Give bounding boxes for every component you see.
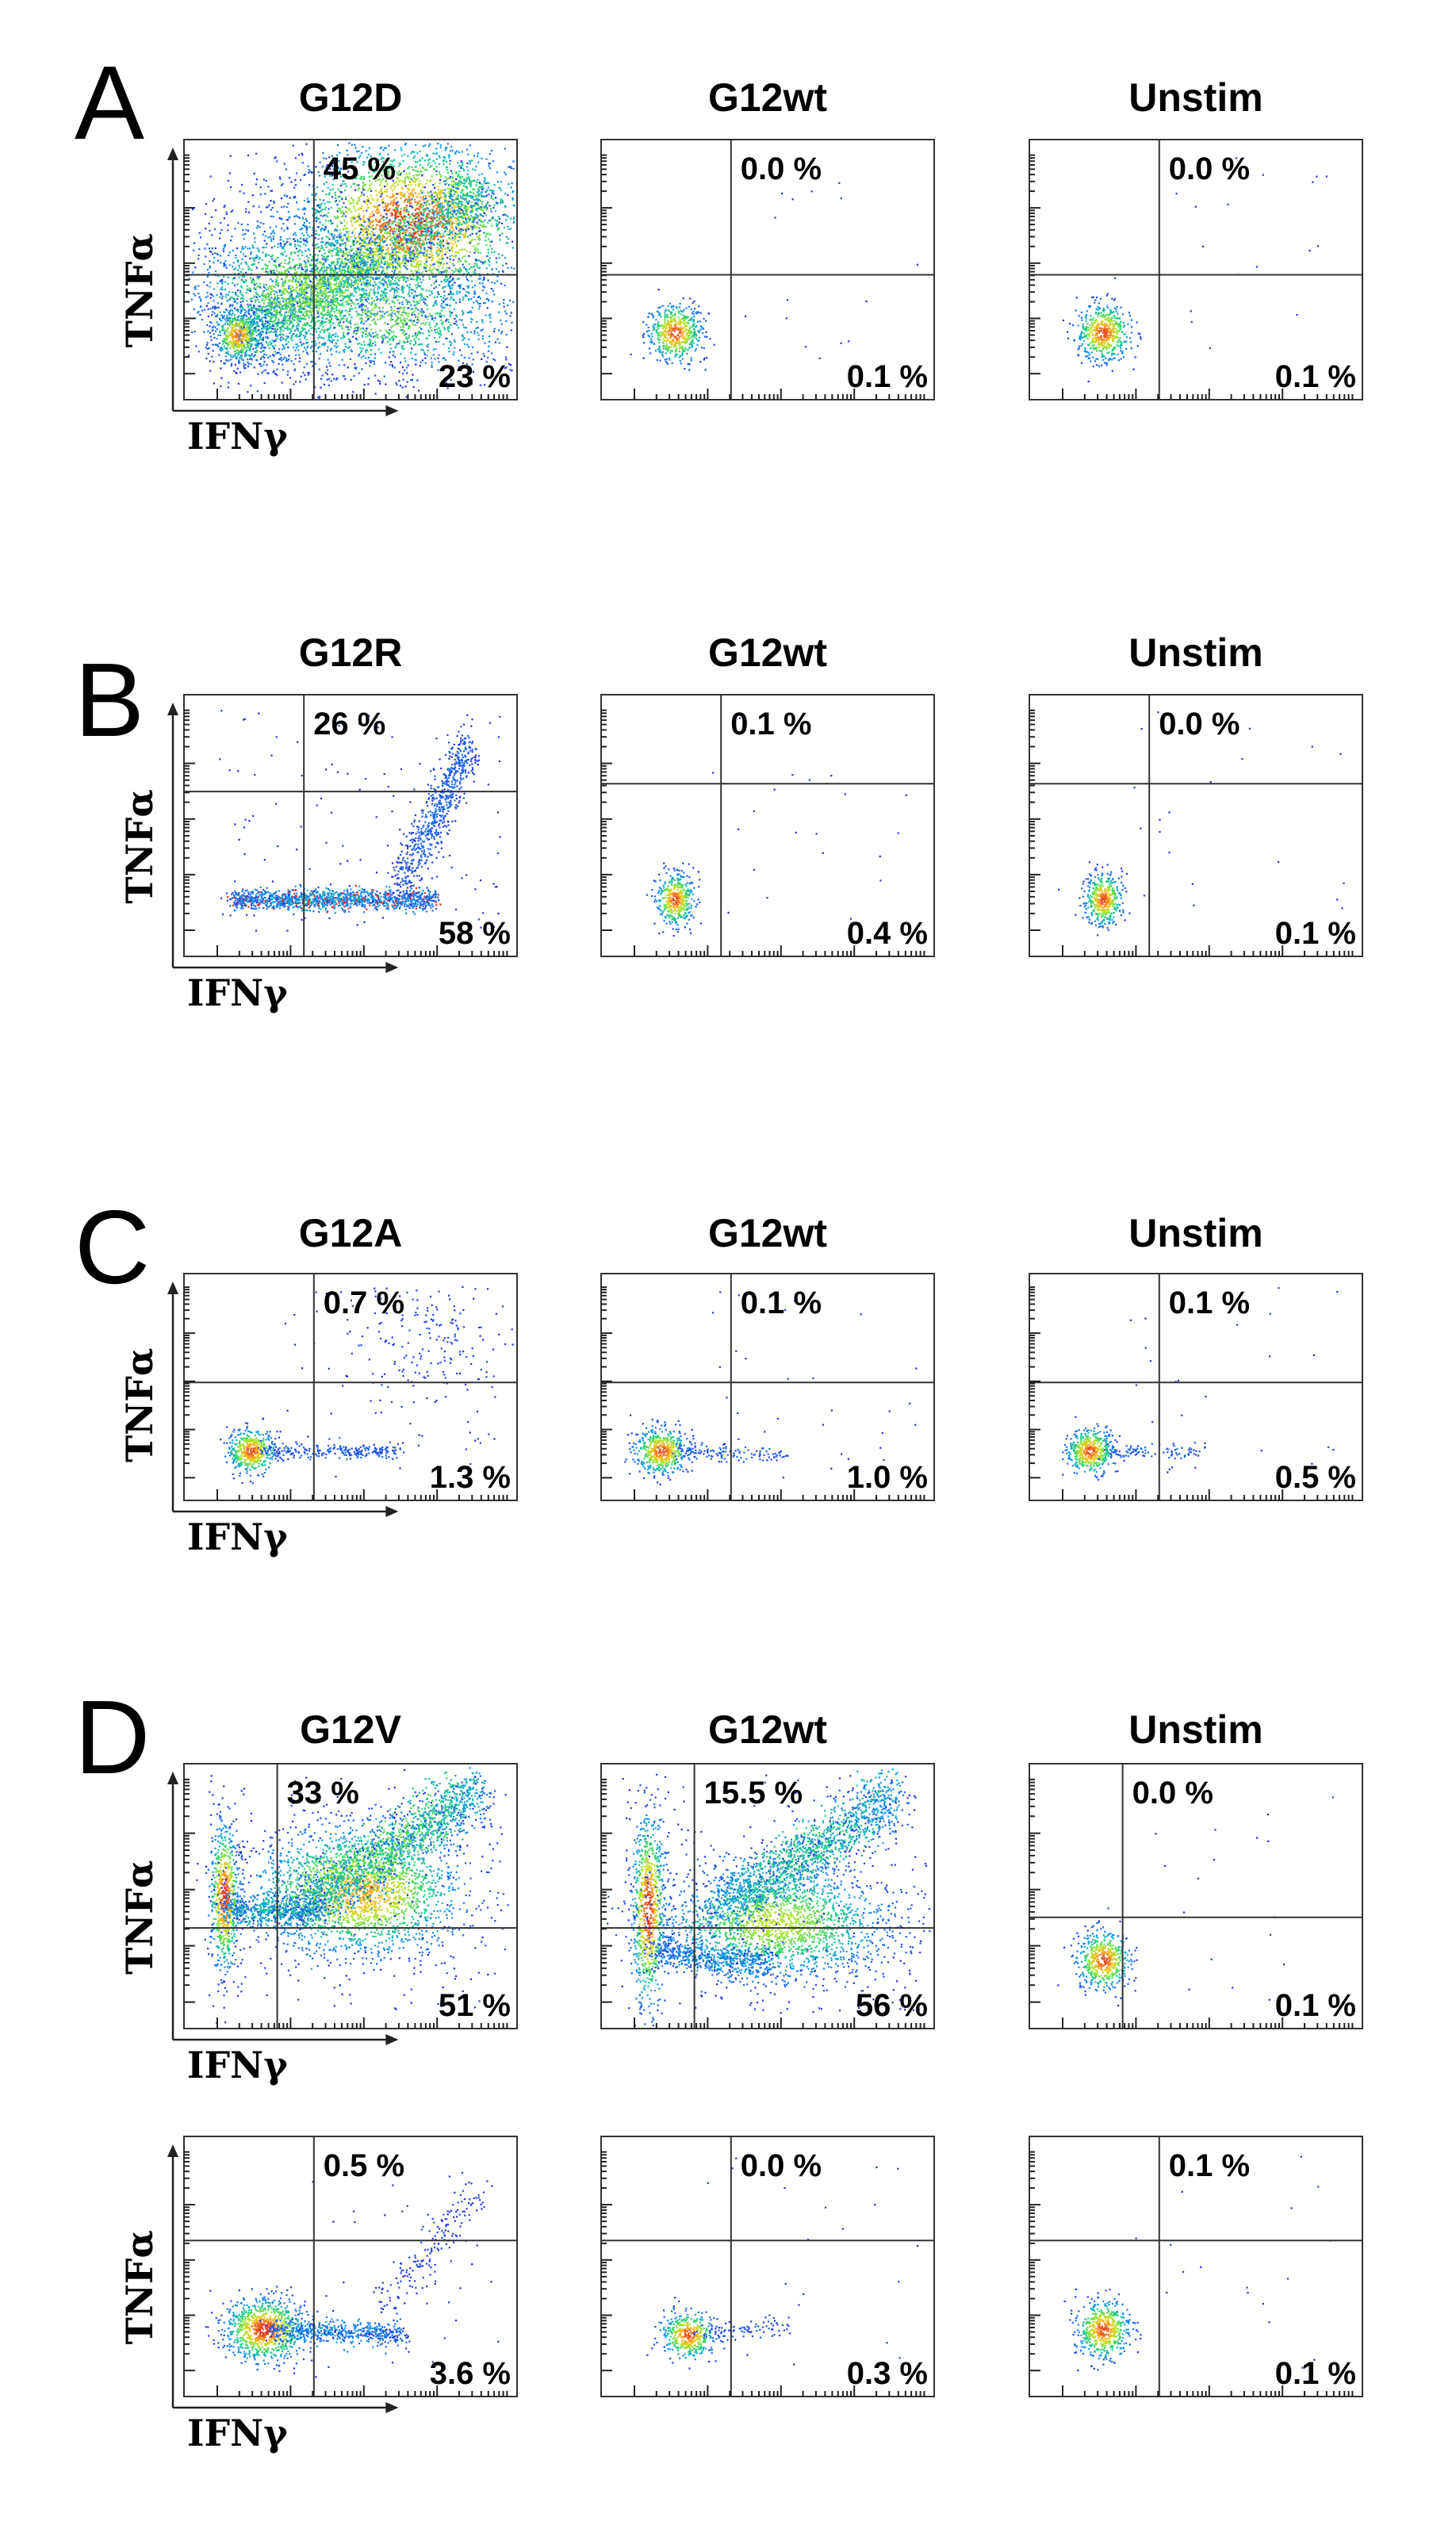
panel-letter: D: [75, 1679, 150, 1795]
density-cloud: [1064, 2156, 1331, 2372]
x-axis-label: IFNγ: [187, 415, 288, 458]
upper-right-percent: 0.0 %: [741, 151, 822, 186]
lower-right-percent: 1.0 %: [847, 1460, 928, 1495]
lower-right-percent: 51 %: [439, 1988, 511, 2023]
dot-plot: G12wt 0.1 % 0.4 %: [601, 630, 934, 956]
plot-title: G12wt: [708, 630, 827, 675]
lower-right-percent: 56 %: [856, 1988, 928, 2023]
y-axis-label: TNFα: [118, 2230, 161, 2344]
density-cloud: [630, 182, 918, 371]
y-axis-label: TNFα: [118, 789, 161, 903]
density-cloud: [219, 710, 501, 932]
panel-letter: C: [75, 1189, 150, 1305]
panel-D: D G12V 33 % 51 % TNFα IFNγ G12wt 15.5 % 56 % Unst…: [75, 1679, 1362, 2086]
upper-right-percent: 0.5 %: [324, 2148, 404, 2183]
dot-plot: G12wt 15.5 % 56 %: [601, 1707, 934, 2029]
plot-title: Unstim: [1128, 75, 1263, 120]
dot-plot: G12R 26 % 58 % TNFα IFNγ: [118, 630, 517, 1014]
plot-title: G12A: [299, 1211, 403, 1255]
plot-title: G12wt: [708, 1211, 827, 1255]
upper-right-percent: 33 %: [287, 1776, 359, 1810]
x-axis-label: IFNγ: [187, 2044, 288, 2086]
upper-right-percent: 0.0 %: [741, 2148, 822, 2183]
density-cloud: [646, 717, 907, 937]
dot-plot: Unstim 0.1 % 0.5 %: [1029, 1211, 1362, 1500]
panel-letter: A: [75, 44, 144, 161]
plot-title: G12V: [300, 1707, 402, 1752]
panel-B: B G12R 26 % 58 % TNFα IFNγ G12wt 0.1 % 0.4 % Unst…: [75, 630, 1362, 1014]
lower-right-percent: 0.1 %: [1275, 359, 1356, 394]
upper-right-percent: 0.1 %: [741, 1285, 822, 1320]
upper-right-percent: 0.1 %: [1169, 1285, 1250, 1320]
dot-plot: 0.1 % 0.1 %: [1029, 2136, 1362, 2397]
lower-right-percent: 0.1 %: [1275, 1988, 1356, 2023]
x-axis-label: IFNγ: [187, 2412, 288, 2454]
density-cloud: [1057, 1796, 1334, 2006]
lower-right-percent: 0.1 %: [1275, 2356, 1356, 2391]
upper-right-percent: 0.1 %: [1169, 2148, 1250, 2183]
dot-plot: G12wt 0.1 % 1.0 %: [601, 1211, 934, 1500]
y-axis-label: TNFα: [118, 1860, 161, 1975]
lower-right-percent: 0.4 %: [847, 916, 928, 951]
dot-plot: G12A 0.7 % 1.3 % TNFα IFNγ: [118, 1211, 517, 1558]
plot-title: G12wt: [708, 75, 827, 120]
figure-canvas: A G12D45 %23 %TNFαIFNγG12wt0.0 %0.1 %Unst…: [0, 0, 1456, 2525]
dot-plot: Unstim 0.0 % 0.1 %: [1029, 630, 1362, 956]
upper-right-percent: 0.7 %: [324, 1285, 404, 1320]
dot-plot: G12D 45 % 23 % TNFα IFNγ: [118, 75, 517, 458]
lower-right-percent: 0.3 %: [847, 2356, 928, 2391]
upper-right-percent: 45 %: [324, 151, 396, 186]
upper-right-percent: 15.5 %: [704, 1776, 803, 1810]
lower-right-percent: 0.1 %: [847, 359, 928, 394]
lower-right-percent: 0.1 %: [1275, 916, 1356, 951]
plot-title: Unstim: [1128, 630, 1263, 675]
lower-right-percent: 58 %: [439, 916, 511, 951]
axis-arrows: [167, 2144, 398, 2413]
dot-plot: Unstim 0.0 % 0.1 %: [1029, 1707, 1362, 2029]
lower-right-percent: 0.5 %: [1275, 1460, 1356, 1495]
dot-plot: Unstim 0.0 % 0.1 %: [1029, 75, 1362, 400]
lower-right-percent: 1.3 %: [430, 1460, 511, 1495]
upper-right-percent: 0.0 %: [1132, 1776, 1213, 1810]
upper-right-percent: 26 %: [313, 707, 385, 741]
axis-arrows: [167, 703, 398, 973]
plot-title: G12R: [299, 630, 403, 675]
x-axis-label: IFNγ: [187, 971, 288, 1014]
upper-right-percent: 0.1 %: [730, 707, 811, 741]
y-axis-label: TNFα: [118, 1348, 161, 1462]
lower-right-percent: 3.6 %: [430, 2356, 511, 2391]
density-cloud: [1058, 711, 1345, 936]
panel-D-second-row: 0.5 % 3.6 % TNFα IFNγ 0.0 % 0.3 % 0.1 % 0.1 %: [118, 2136, 1362, 2454]
density-cloud: [205, 2155, 500, 2377]
upper-right-percent: 0.0 %: [1169, 151, 1250, 186]
plot-title: G12wt: [708, 1707, 827, 1752]
x-axis-label: IFNγ: [187, 1515, 288, 1558]
lower-right-percent: 23 %: [439, 359, 511, 394]
dot-plot: 0.0 % 0.3 %: [601, 2136, 934, 2397]
y-axis-label: TNFα: [118, 233, 161, 347]
plot-title: Unstim: [1128, 1707, 1263, 1752]
panel-letter: B: [75, 642, 144, 758]
upper-right-percent: 0.0 %: [1159, 707, 1240, 741]
plot-title: G12D: [299, 75, 403, 120]
dot-plot: G12V 33 % 51 % TNFα IFNγ: [118, 1707, 517, 2086]
dot-plot: G12wt 0.0 % 0.1 %: [601, 75, 934, 400]
panel-C: C G12A 0.7 % 1.3 % TNFα IFNγ G12wt 0.1 % 1.0 % Un…: [75, 1189, 1362, 1558]
density-cloud: [646, 2158, 918, 2370]
density-cloud: [1063, 157, 1328, 382]
dot-plot: 0.5 % 3.6 % TNFα IFNγ: [118, 2136, 517, 2454]
plot-title: Unstim: [1128, 1211, 1263, 1255]
